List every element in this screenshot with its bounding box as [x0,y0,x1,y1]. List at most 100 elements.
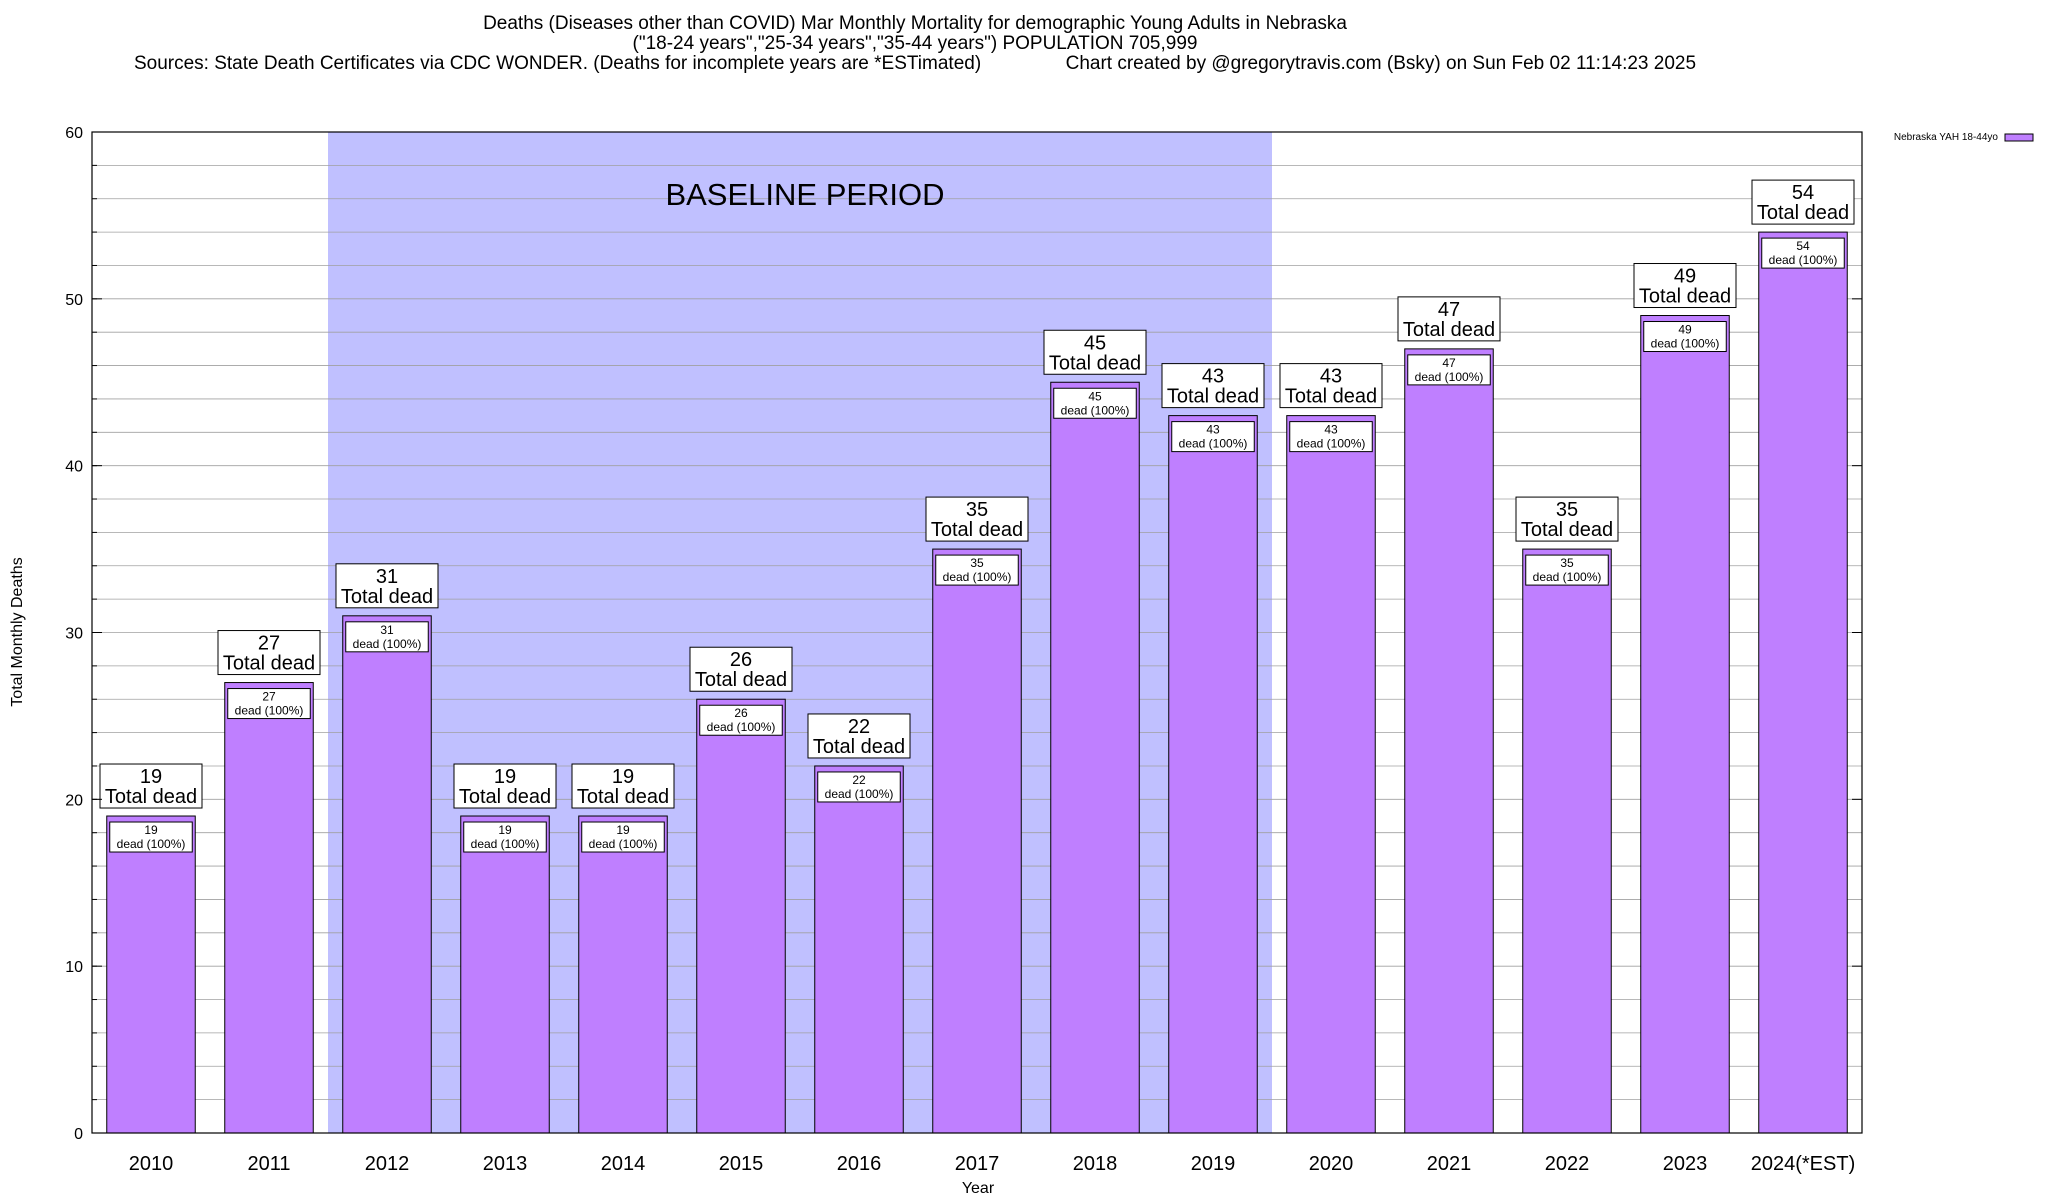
bar-outer-total-label: Total dead [105,786,197,808]
bar [1404,348,1494,1134]
x-tick-label: 2013 [483,1153,528,1175]
bar-outer-value-label: 43 [1202,366,1224,388]
bar-outer-total-label: Total dead [1521,519,1613,541]
bar-inner-label-box [581,821,665,853]
chart-title-line-1: Deaths (Diseases other than COVID) Mar M… [483,13,1347,34]
bar [106,815,196,1134]
bar-outer-value-label: 19 [494,766,516,788]
bar-outer-value-label: 35 [1556,499,1578,521]
y-tick-label: 40 [65,459,83,476]
x-tick-label: 2012 [365,1153,410,1175]
x-tick-label: 2019 [1191,1153,1236,1175]
bar-inner-percent-label: dead (100%) [471,837,540,851]
bar-inner-value-label: 22 [852,773,866,787]
bar-outer-value-label: 43 [1320,366,1342,388]
bar-outer-label-box [925,496,1029,542]
x-tick-label: 2017 [955,1153,1000,1175]
bar-inner-label-box [817,771,901,803]
bar-outer-value-label: 35 [966,499,988,521]
legend-entry-label: Nebraska YAH 18-44yo [1894,132,1999,143]
x-tick-label: 2023 [1663,1153,1708,1175]
bar-outer-label-box [1279,363,1383,409]
bar-outer-value-label: 26 [730,649,752,671]
bar-outer-value-label: 19 [140,766,162,788]
bar-inner-label-box [1525,554,1609,586]
bar-outer-label-box [1043,329,1147,375]
bar-outer-total-label: Total dead [459,786,551,808]
x-tick-label: 2014 [601,1153,646,1175]
bar-inner-percent-label: dead (100%) [117,837,186,851]
bar [1168,415,1258,1134]
bar-inner-label-box [935,554,1019,586]
bar-inner-percent-label: dead (100%) [707,720,776,734]
bar-outer-total-label: Total dead [341,586,433,608]
bar-inner-label-box [345,621,429,653]
bar-outer-total-label: Total dead [1285,386,1377,408]
bar-inner-value-label: 19 [616,823,630,837]
bar-outer-label-box [1397,296,1501,342]
bar-outer-total-label: Total dead [223,653,315,675]
bar-outer-label-box [99,763,203,809]
bar-inner-percent-label: dead (100%) [589,837,658,851]
bar-inner-value-label: 19 [498,823,512,837]
bar [578,815,668,1134]
bar-inner-percent-label: dead (100%) [1415,370,1484,384]
bar-outer-total-label: Total dead [577,786,669,808]
y-tick-label: 20 [65,792,83,809]
bar-outer-label-box [1515,496,1619,542]
bar-inner-percent-label: dead (100%) [1179,437,1248,451]
bar-outer-total-label: Total dead [1403,319,1495,341]
bar-inner-value-label: 43 [1324,423,1338,437]
bar-outer-value-label: 54 [1792,182,1814,204]
bar-inner-percent-label: dead (100%) [825,787,894,801]
bar-inner-value-label: 26 [734,706,748,720]
bar-outer-total-label: Total dead [931,519,1023,541]
bar [1286,415,1376,1134]
bar-inner-percent-label: dead (100%) [235,704,304,718]
bar-inner-label-box [1761,237,1845,269]
bar-outer-label-box [1751,179,1855,225]
bar-outer-total-label: Total dead [813,736,905,758]
bar-outer-total-label: Total dead [1049,352,1141,374]
bar-inner-label-box [463,821,547,853]
bar-outer-label-box [335,563,439,609]
bar-outer-value-label: 47 [1438,299,1460,321]
y-tick-label: 50 [65,292,83,309]
y-tick-label: 10 [65,959,83,976]
bar-outer-label-box [571,763,675,809]
bar-inner-value-label: 35 [1560,556,1574,570]
chart-title-line-3: Sources: State Death Certificates via CD… [133,53,1697,74]
bar-inner-percent-label: dead (100%) [1297,437,1366,451]
x-tick-label: 2010 [129,1153,174,1175]
bar-inner-percent-label: dead (100%) [1651,337,1720,351]
bar-inner-label-box [1407,354,1491,386]
bar-inner-label-box [227,688,311,720]
bar-outer-value-label: 19 [612,766,634,788]
bar-inner-value-label: 49 [1678,323,1692,337]
bar [342,615,432,1134]
bar [814,765,904,1134]
y-tick-label: 0 [74,1126,83,1143]
bar-outer-label-box [453,763,557,809]
bar-inner-value-label: 54 [1796,239,1810,253]
x-tick-label: 2022 [1545,1153,1590,1175]
bar-inner-label-box [1643,321,1727,353]
bar [932,548,1022,1134]
bar [1758,231,1848,1134]
chart-title-block: Deaths (Diseases other than COVID) Mar M… [0,14,1830,74]
x-tick-label: 2018 [1073,1153,1118,1175]
bar [460,815,550,1134]
baseline-period-label: BASELINE PERIOD [665,177,944,212]
bar-outer-label-box [217,630,321,676]
bar-inner-value-label: 35 [970,556,984,570]
y-axis-label: Total Monthly Deaths [9,557,26,706]
bar-inner-label-box [109,821,193,853]
bar [224,682,314,1134]
bar-inner-percent-label: dead (100%) [353,637,422,651]
bar-inner-value-label: 45 [1088,389,1102,403]
bar [696,698,786,1134]
bar-outer-label-box [807,713,911,759]
bar-inner-percent-label: dead (100%) [943,570,1012,584]
bar-inner-label-box [1053,387,1137,419]
